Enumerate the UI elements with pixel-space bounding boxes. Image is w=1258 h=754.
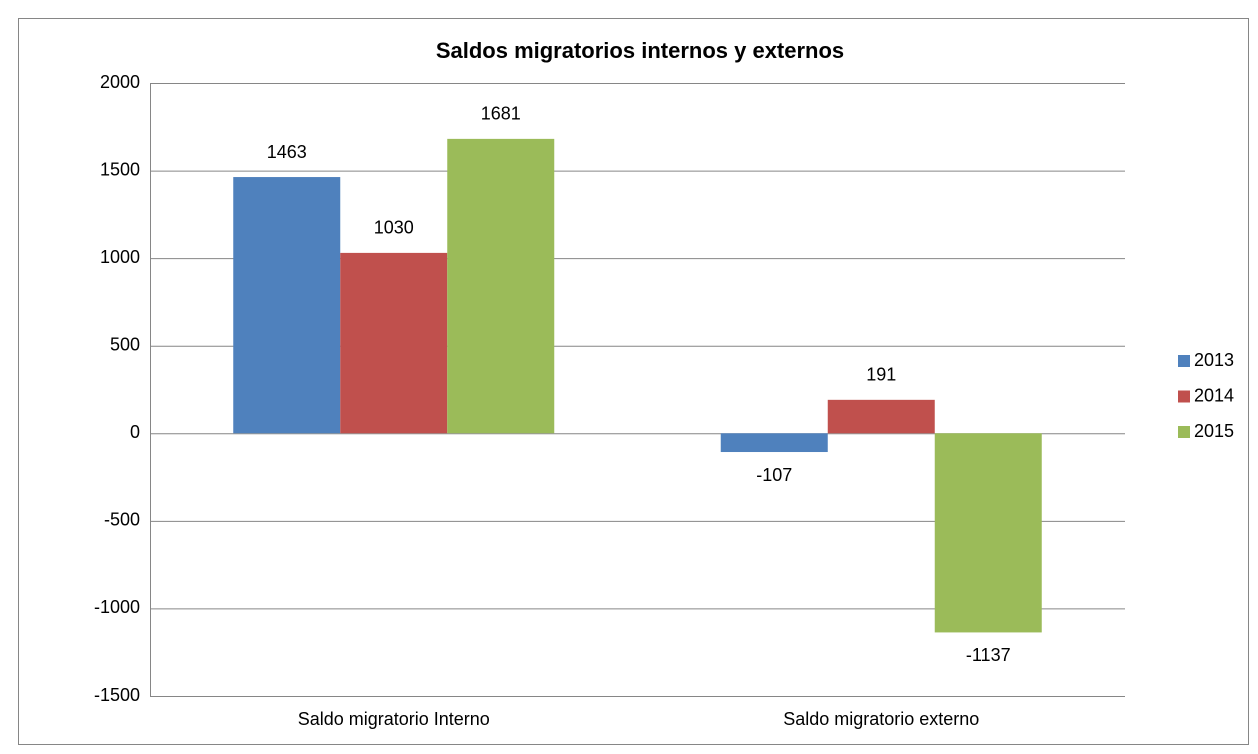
bar (340, 252, 448, 434)
data-label: 191 (866, 365, 896, 385)
legend-label: 2015 (1194, 421, 1234, 441)
legend-label: 2014 (1194, 385, 1234, 405)
y-tick-label: 0 (130, 422, 140, 442)
bar (447, 138, 555, 434)
bar (720, 433, 828, 453)
y-tick-label: -500 (104, 510, 140, 530)
y-tick-label: 1500 (100, 159, 140, 179)
data-label: 1463 (267, 142, 307, 162)
chart-title: Saldos migratorios internos y externos (436, 38, 844, 63)
bar (934, 433, 1042, 633)
y-tick-label: 1000 (100, 247, 140, 267)
y-tick-label: 500 (110, 334, 140, 354)
y-tick-label: -1500 (94, 685, 140, 705)
y-tick-label: 2000 (100, 72, 140, 92)
data-label: -107 (756, 465, 792, 485)
data-label: -1137 (966, 645, 1011, 665)
chart-border (18, 18, 1249, 745)
data-label: 1030 (374, 218, 414, 238)
y-tick-label: -1000 (94, 597, 140, 617)
data-label: 1681 (481, 104, 521, 124)
legend-label: 2013 (1194, 350, 1234, 370)
legend-swatch (1178, 355, 1190, 367)
bar (827, 399, 935, 434)
legend-swatch (1178, 390, 1190, 403)
x-tick-label: Saldo migratorio externo (783, 709, 979, 729)
bar (233, 177, 341, 434)
x-tick-label: Saldo migratorio Interno (298, 709, 490, 729)
legend-swatch (1178, 426, 1190, 438)
